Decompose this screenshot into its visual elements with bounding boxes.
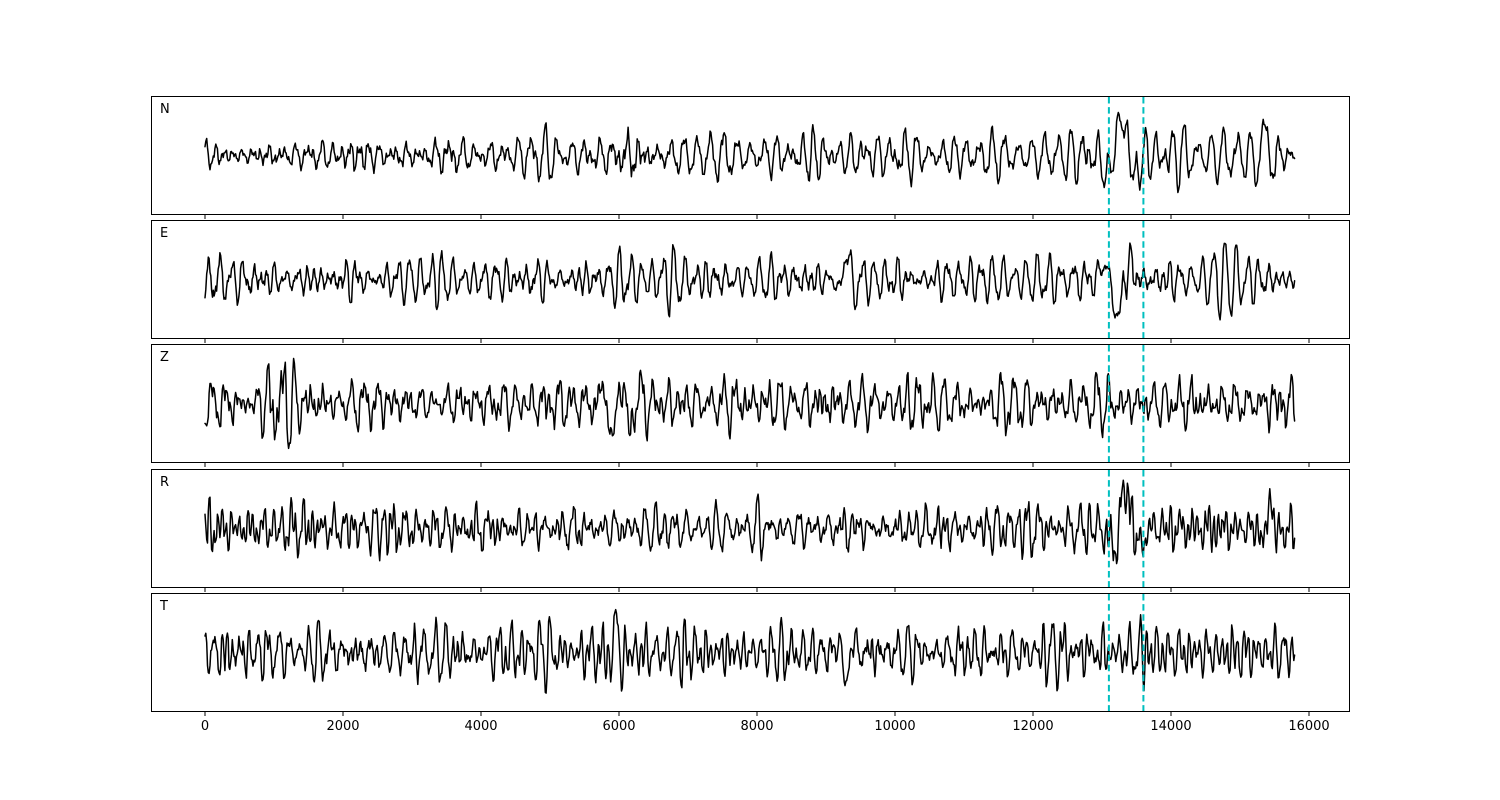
x-tick-label: 16000 [1288,719,1329,734]
x-tick-label: 12000 [1012,719,1053,734]
trace-N [204,111,1296,194]
panel-label-R: R [160,475,169,490]
trace-R [204,479,1296,565]
panel-label-E: E [160,226,168,241]
x-tick-label: 4000 [464,719,497,734]
panel-N: N [151,96,1350,219]
panel-R: R [151,469,1350,592]
x-tick-label: 6000 [602,719,635,734]
panel-label-N: N [160,102,170,117]
x-tick-label: 8000 [740,719,773,734]
trace-Z [204,357,1296,450]
x-tick-label: 0 [201,719,209,734]
panel-frame [151,96,1350,215]
panel-E: E [151,220,1350,343]
x-tick-label: 10000 [874,719,915,734]
x-tick-label: 2000 [326,719,359,734]
panel-T: T [151,593,1350,716]
x-axis-labels: 0 2000 4000 6000 8000 10000 12000 14000 16000 [201,719,1330,734]
trace-T [204,608,1296,694]
panel-Z: Z [151,344,1350,467]
panel-label-T: T [159,599,168,614]
x-tick-label: 14000 [1150,719,1191,734]
panel-label-Z: Z [160,350,169,365]
trace-E [204,242,1296,321]
